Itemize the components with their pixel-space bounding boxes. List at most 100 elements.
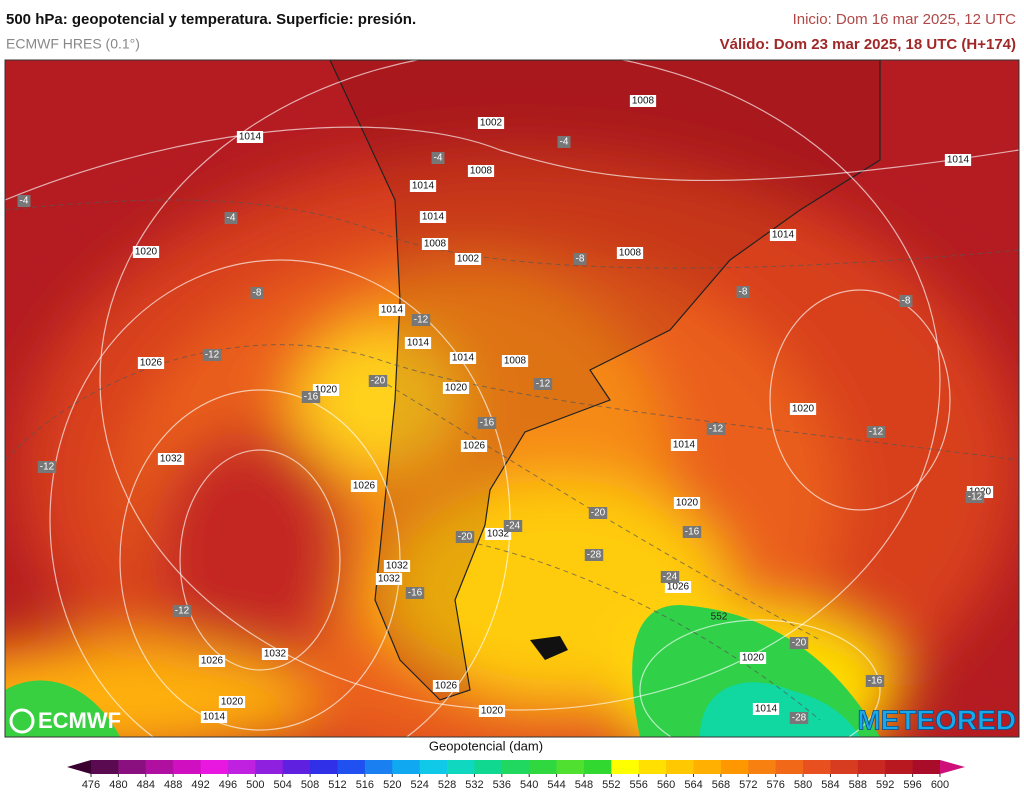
pressure-label: 1014 — [412, 181, 435, 192]
colorbar-tick-label: 584 — [821, 779, 839, 791]
temperature-label: -4 — [434, 153, 443, 164]
pressure-label-box — [501, 355, 529, 367]
colorbar-over — [940, 760, 965, 774]
pressure-label: 1002 — [457, 254, 480, 265]
temperature-label-box — [789, 712, 809, 724]
colorbar-tick-label: 484 — [137, 779, 155, 791]
pressure-label-box — [670, 439, 698, 451]
pressure-label-box — [769, 229, 797, 241]
colorbar-swatch — [638, 760, 667, 774]
colorbar-swatch — [775, 760, 804, 774]
colorbar-tick-label: 504 — [274, 779, 292, 791]
pressure-label-box — [616, 247, 644, 259]
pressure-label: 1020 — [221, 697, 244, 708]
temperature-label: -16 — [304, 392, 319, 403]
pressure-label: 1020 — [742, 653, 765, 664]
temperature-label-box — [477, 417, 497, 429]
pressure-label: 1014 — [452, 353, 475, 364]
colorbar-tick-label: 580 — [794, 779, 812, 791]
pressure-label-box — [673, 497, 701, 509]
colorbar-tick-label: 492 — [191, 779, 209, 791]
temperature-label: -8 — [902, 296, 911, 307]
pressure-label: 1014 — [381, 305, 404, 316]
logo-left: ECMWF — [38, 708, 121, 733]
pressure-label: 1008 — [504, 356, 527, 367]
colorbar-tick-label: 496 — [219, 779, 237, 791]
temperature-label-box — [533, 378, 553, 390]
colorbar-swatch — [501, 760, 530, 774]
colorbar-swatch — [803, 760, 831, 774]
temperature-label-box — [431, 152, 445, 164]
temperature-label-box — [411, 314, 431, 326]
pressure-label-box — [449, 352, 477, 364]
pressure-label: 1026 — [435, 681, 458, 692]
pressure-label: 1014 — [947, 155, 970, 166]
temperature-label: -24 — [663, 572, 678, 583]
temperature-label-box — [573, 253, 587, 265]
temperature-label-box — [789, 637, 809, 649]
temperature-label: -16 — [408, 588, 423, 599]
pressure-label: 1008 — [632, 96, 655, 107]
pressure-label: 1032 — [264, 649, 287, 660]
colorbar-swatch — [118, 760, 147, 774]
pressure-label: 1014 — [407, 338, 430, 349]
colorbar-swatch — [364, 760, 393, 774]
colorbar-swatch — [529, 760, 558, 774]
pressure-label: 1020 — [792, 404, 815, 415]
pressure-label: 1020 — [676, 498, 699, 509]
pressure-label-box — [375, 573, 403, 585]
colorbar-swatch — [282, 760, 311, 774]
colorbar-swatch — [310, 760, 338, 774]
temperature-label-box — [965, 491, 985, 503]
temperature-label: -20 — [458, 532, 473, 543]
pressure-label-box — [739, 652, 767, 664]
colorbar-swatch — [474, 760, 503, 774]
colorbar-swatch — [556, 760, 585, 774]
pressure-label: 1032 — [160, 454, 183, 465]
title: 500 hPa: geopotencial y temperatura. Sup… — [6, 11, 416, 28]
temperature-label: -28 — [792, 713, 807, 724]
colorbar-tick-label: 528 — [438, 779, 456, 791]
pressure-label-box — [236, 131, 264, 143]
colorbar-tick-label: 596 — [903, 779, 921, 791]
colorbar-swatch — [583, 760, 612, 774]
colorbar-tick-label: 532 — [465, 779, 483, 791]
temperature-label-box — [588, 507, 608, 519]
geopotential-label: 552 — [711, 612, 728, 623]
temperature-label: -12 — [40, 462, 55, 473]
temperature-label: -12 — [205, 350, 220, 361]
temperature-label: -24 — [506, 521, 521, 532]
pressure-label-box — [629, 95, 657, 107]
pressure-label: 1032 — [378, 574, 401, 585]
colorbar-tick-label: 556 — [630, 779, 648, 791]
colorbar-tick-label: 600 — [931, 779, 949, 791]
model: ECMWF HRES (0.1°) — [6, 36, 140, 52]
temperature-label-box — [368, 375, 388, 387]
colorbar-swatch — [666, 760, 695, 774]
init-time: Inicio: Dom 16 mar 2025, 12 UTC — [793, 11, 1017, 28]
pressure-label: 1020 — [445, 383, 468, 394]
temperature-label-box — [899, 295, 913, 307]
pressure-label-box — [478, 705, 506, 717]
colorbar-tick-label: 564 — [684, 779, 702, 791]
pressure-label-box — [419, 211, 447, 223]
pressure-label: 1026 — [201, 656, 224, 667]
pressure-label-box — [664, 581, 692, 593]
pressure-label-box — [442, 382, 470, 394]
valid-time: Válido: Dom 23 mar 2025, 18 UTC (H+174) — [720, 36, 1016, 53]
colorbar-swatch — [392, 760, 421, 774]
pressure-label: 1026 — [667, 582, 690, 593]
temperature-label: -20 — [591, 508, 606, 519]
colorbar-tick-label: 524 — [410, 779, 428, 791]
temperature-label: -12 — [536, 379, 551, 390]
colorbar-tick-label: 500 — [246, 779, 264, 791]
pressure-label-box — [404, 337, 432, 349]
pressure-label-box — [752, 703, 780, 715]
colorbar-tick-label: 572 — [739, 779, 757, 791]
islands — [530, 636, 568, 660]
temperature-label-box — [557, 136, 571, 148]
cyan-area — [700, 682, 860, 737]
pressure-label: 1014 — [239, 132, 262, 143]
colorbar-swatch — [227, 760, 256, 774]
colorbar-tick-label: 488 — [164, 779, 182, 791]
